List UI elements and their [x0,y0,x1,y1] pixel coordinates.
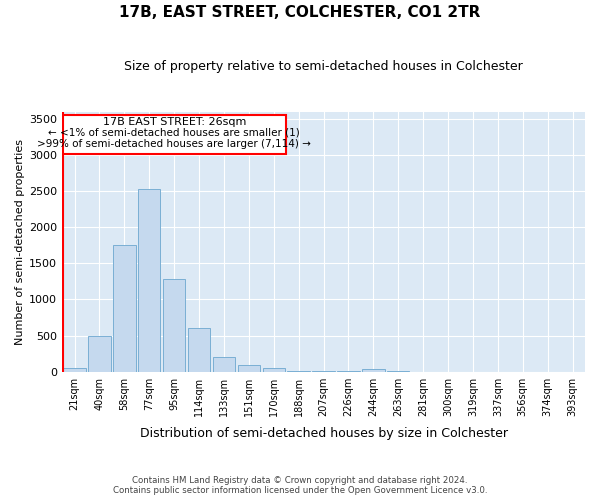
Bar [238,365,260,372]
Bar [362,370,385,372]
Text: Contains HM Land Registry data © Crown copyright and database right 2024.
Contai: Contains HM Land Registry data © Crown c… [113,476,487,495]
Bar [88,336,111,372]
Title: Size of property relative to semi-detached houses in Colchester: Size of property relative to semi-detach… [124,60,523,73]
Bar [64,368,86,372]
Bar [113,244,136,372]
Bar [188,328,210,372]
Text: >99% of semi-detached houses are larger (7,114) →: >99% of semi-detached houses are larger … [37,139,311,149]
X-axis label: Distribution of semi-detached houses by size in Colchester: Distribution of semi-detached houses by … [140,427,508,440]
Bar [163,279,185,372]
Text: ← <1% of semi-detached houses are smaller (1): ← <1% of semi-detached houses are smalle… [49,128,300,138]
Text: 17B, EAST STREET, COLCHESTER, CO1 2TR: 17B, EAST STREET, COLCHESTER, CO1 2TR [119,5,481,20]
Bar [138,189,160,372]
Y-axis label: Number of semi-detached properties: Number of semi-detached properties [15,138,25,344]
FancyBboxPatch shape [62,114,286,154]
Bar [213,357,235,372]
Bar [263,368,285,372]
Text: 17B EAST STREET: 26sqm: 17B EAST STREET: 26sqm [103,117,246,127]
